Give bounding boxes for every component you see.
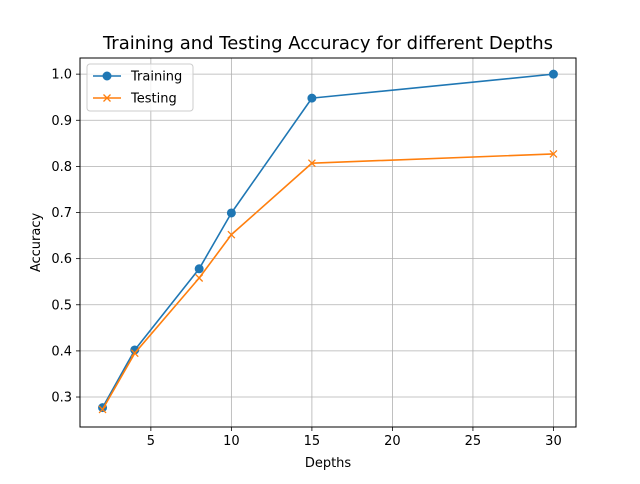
testing-point <box>195 274 204 282</box>
training-series <box>98 69 558 413</box>
chart-title: Training and Testing Accuracy for differ… <box>102 33 553 54</box>
tick-layer: 5 10 15 20 25 30 0.3 0.4 0.5 0.6 0.7 0.8 0.9 1.0 <box>51 68 561 449</box>
x-tick-label: 10 <box>223 434 240 449</box>
y-tick-label: 0.6 <box>51 252 72 267</box>
training-legend-label: Training <box>130 70 182 85</box>
testing-legend-marker <box>103 94 111 102</box>
testing-series <box>98 149 558 414</box>
y-tick-label: 0.7 <box>51 206 72 221</box>
x-tick-label: 25 <box>465 434 482 449</box>
testing-point <box>227 230 236 239</box>
training-point <box>226 208 236 218</box>
training-point <box>307 93 317 103</box>
x-tick-label: 5 <box>147 434 155 449</box>
testing-point <box>130 349 139 358</box>
testing-point <box>307 159 316 168</box>
x-axis-label: Depths <box>305 456 352 471</box>
testing-line <box>101 153 554 410</box>
training-point <box>194 264 204 274</box>
x-tick-label: 30 <box>545 434 562 449</box>
series-layer <box>98 69 558 414</box>
y-tick-label: 0.9 <box>51 114 72 129</box>
plot-frame <box>79 57 577 428</box>
y-tick-label: 0.8 <box>51 160 72 175</box>
training-legend-marker <box>102 71 112 81</box>
testing-point <box>98 405 107 414</box>
testing-point <box>549 149 558 158</box>
training-line <box>101 73 554 409</box>
y-tick-label: 0.4 <box>51 344 72 359</box>
x-tick-label: 20 <box>384 434 401 449</box>
grid-lines <box>80 58 576 427</box>
training-point <box>548 69 558 79</box>
x-tick-label: 15 <box>304 434 321 449</box>
y-tick-label: 0.3 <box>51 391 72 406</box>
y-tick-label: 0.5 <box>51 298 72 313</box>
y-tick-label: 1.0 <box>51 68 72 83</box>
testing-legend-label: Testing <box>130 92 177 107</box>
y-axis-label: Accuracy <box>29 213 44 273</box>
legend: Training Testing <box>86 63 194 112</box>
